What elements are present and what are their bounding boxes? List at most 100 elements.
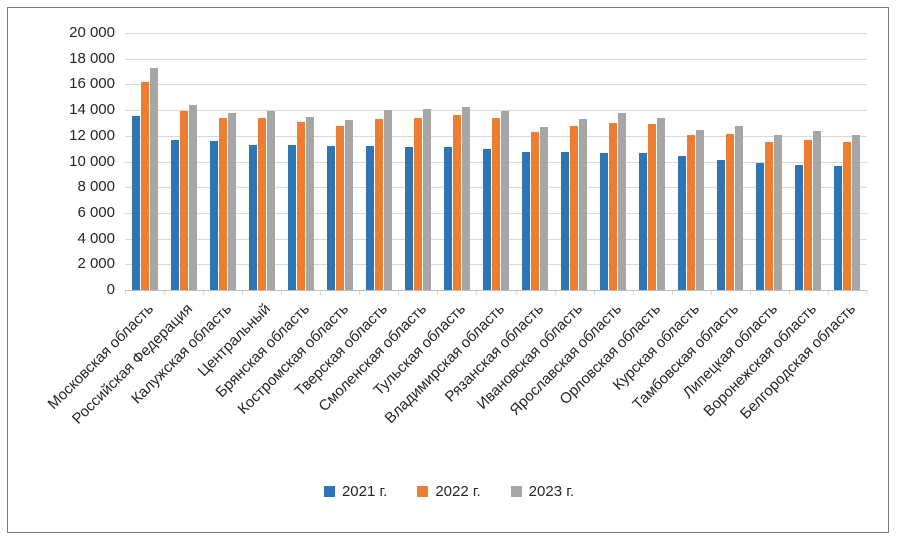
bar-2023 xyxy=(540,126,549,290)
x-axis-tick xyxy=(125,291,126,295)
bar-2022 xyxy=(140,82,149,290)
bar-2023 xyxy=(852,135,861,290)
bar-group xyxy=(672,33,711,290)
y-axis-tick-label: 14 000 xyxy=(69,101,115,119)
bar-2022 xyxy=(726,133,735,290)
x-axis-tick xyxy=(554,291,556,295)
legend-swatch-2022 xyxy=(417,486,429,497)
bar-2022 xyxy=(452,115,461,290)
bar-2021 xyxy=(248,144,257,290)
legend-item-2022: 2022 г. xyxy=(417,483,481,500)
bar-group xyxy=(320,33,359,290)
legend: 2021 г. 2022 г. 2023 г. xyxy=(0,483,898,500)
x-axis-tick xyxy=(398,291,400,295)
bar-2021 xyxy=(639,152,648,290)
bar-2023 xyxy=(618,112,627,290)
x-axis-tick xyxy=(867,291,868,295)
bar-group xyxy=(242,33,281,290)
bar-group xyxy=(476,33,515,290)
y-axis-tick-label: 8 000 xyxy=(77,178,115,196)
bar-2021 xyxy=(131,115,140,290)
bar-2022 xyxy=(609,122,618,290)
bar-2022 xyxy=(218,118,227,290)
bar-2021 xyxy=(365,146,374,290)
x-axis-tick xyxy=(710,291,712,295)
bar-2021 xyxy=(287,145,296,290)
bar-group xyxy=(281,33,320,290)
bar-2023 xyxy=(305,117,314,290)
bar-2022 xyxy=(179,111,188,290)
bar-group xyxy=(555,33,594,290)
x-axis-tick xyxy=(827,291,829,295)
gridline xyxy=(125,110,867,112)
bar-group xyxy=(828,33,867,290)
x-axis-tick xyxy=(242,291,244,295)
bar-2023 xyxy=(696,130,705,290)
x-axis-tick xyxy=(203,291,205,295)
x-axis-tick xyxy=(671,291,673,295)
bar-2021 xyxy=(170,140,179,290)
bar-2022 xyxy=(843,141,852,290)
bar-2022 xyxy=(765,142,774,290)
bar-2023 xyxy=(422,108,431,290)
bar-2022 xyxy=(296,122,305,290)
y-axis-tick-label: 0 xyxy=(106,281,115,298)
legend-item-2023: 2023 г. xyxy=(510,483,575,500)
bar-group xyxy=(750,33,789,290)
legend-swatch-2023 xyxy=(510,486,522,497)
bar-2021 xyxy=(795,165,804,290)
bar-group xyxy=(164,33,203,290)
bar-2021 xyxy=(522,151,531,290)
bar-2021 xyxy=(326,146,335,290)
bar-2022 xyxy=(491,117,500,290)
bar-group xyxy=(711,33,750,290)
x-axis-tick xyxy=(320,291,322,295)
legend-item-2021: 2021 г. xyxy=(323,483,387,500)
gridline xyxy=(125,58,867,60)
x-axis-tick xyxy=(437,291,439,295)
bar-group xyxy=(437,33,476,290)
bar-2022 xyxy=(804,139,813,290)
bar-2021 xyxy=(717,159,726,290)
bar-2021 xyxy=(482,148,491,290)
x-axis-tick xyxy=(476,291,478,295)
bar-2022 xyxy=(687,135,696,290)
bar-group xyxy=(359,33,398,290)
bar-2023 xyxy=(657,118,666,290)
x-axis-line xyxy=(125,290,867,291)
bar-2022 xyxy=(531,131,540,290)
x-axis-tick xyxy=(593,291,595,295)
x-axis-tick xyxy=(749,291,751,295)
bar-group xyxy=(125,33,164,290)
bar-2021 xyxy=(756,162,765,290)
bar-group xyxy=(398,33,437,290)
bar-2023 xyxy=(579,119,588,290)
bar-2021 xyxy=(834,166,843,290)
x-axis-tick xyxy=(164,291,166,295)
bar-2021 xyxy=(209,140,218,290)
legend-label-2022: 2022 г. xyxy=(435,483,481,500)
bar-group xyxy=(516,33,555,290)
bar-2023 xyxy=(813,131,822,290)
bar-2021 xyxy=(600,152,609,290)
y-axis-tick-label: 16 000 xyxy=(69,75,115,93)
x-axis-tick xyxy=(788,291,790,295)
y-axis-tick-label: 20 000 xyxy=(69,24,115,41)
plot-area xyxy=(125,33,867,290)
bar-2021 xyxy=(678,156,687,290)
bar-2023 xyxy=(266,111,275,290)
bar-2023 xyxy=(227,112,236,290)
x-axis-tick xyxy=(515,291,517,295)
bar-2023 xyxy=(500,110,509,290)
legend-label-2023: 2023 г. xyxy=(528,483,575,500)
bar-2022 xyxy=(648,124,657,290)
bar-2022 xyxy=(413,118,422,290)
y-axis-tick-label: 10 000 xyxy=(69,152,115,170)
x-axis-tick xyxy=(632,291,634,295)
y-axis-tick-label: 2 000 xyxy=(77,255,115,273)
y-axis-tick-label: 6 000 xyxy=(77,203,115,221)
bar-2023 xyxy=(383,110,392,290)
bar-2022 xyxy=(570,125,579,290)
bar-2022 xyxy=(374,119,383,290)
